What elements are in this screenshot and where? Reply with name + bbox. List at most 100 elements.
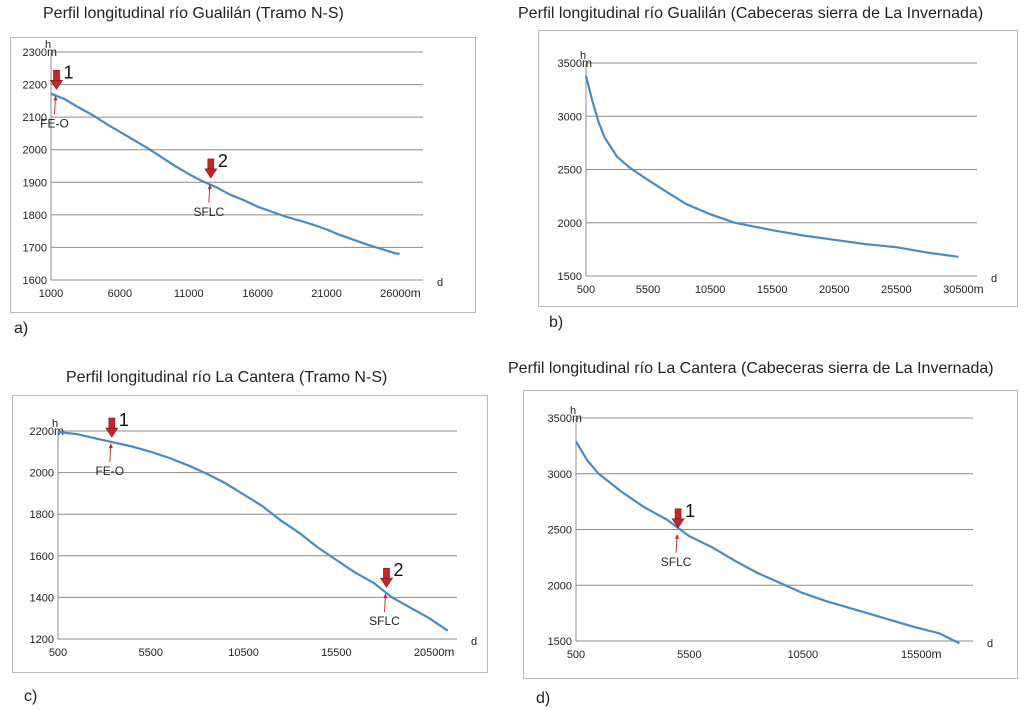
chart-c-y-axis-label: h (52, 418, 58, 430)
chart-d-y-unit: m (572, 411, 582, 425)
chart-d-y-tick-label: 2000 (548, 580, 572, 592)
chart-a-marker-arrow-head (204, 168, 218, 179)
chart-d-x-unit: m (932, 647, 942, 661)
chart-d-frame: 1500 2000 2500 3000 3500 m 500 5500 10500 15500 m h… (523, 390, 1018, 679)
chart-c-panel-label: c) (24, 688, 38, 705)
chart-c-x-tick-label: 15500 (321, 647, 352, 659)
chart-d-marker-number: 1 (685, 501, 695, 521)
chart-a-marker-label: SFLC (193, 205, 224, 219)
chart-a-y-tick-label: 2100 (23, 112, 47, 124)
chart-c-marker-number: 2 (393, 560, 403, 580)
chart-d-x-tick-label: 500 (567, 649, 585, 661)
chart-a-y-tick-label: 1700 (23, 242, 47, 254)
chart-d-x-tick-label: 10500 (788, 649, 819, 661)
chart-c-marker-number: 1 (119, 410, 129, 430)
chart-b-y-tick-label: 3500 (558, 58, 582, 70)
chart-a-series-line (50, 92, 400, 255)
chart-c-y-tick-label: 2200 (30, 426, 54, 438)
chart-a-x-axis-label: d (437, 277, 443, 289)
chart-c-y-tick-label: 1600 (30, 551, 54, 563)
chart-b-y-tick-label: 3000 (558, 111, 582, 123)
chart-a-marker-number: 1 (64, 62, 74, 82)
chart-b-series-line (584, 75, 959, 258)
chart-a-y-tick-label: 2300 (23, 47, 47, 59)
chart-d-marker-arrow-head (671, 518, 685, 529)
chart-b-x-tick-label: 10500 (695, 284, 726, 296)
chart-c-y-tick-label: 1400 (30, 592, 54, 604)
chart-d-marker-arrow-shaft (674, 508, 682, 521)
chart-c-y-tick-label: 1800 (30, 509, 54, 521)
chart-c-marker-2: 2 SFLC (369, 560, 403, 628)
chart-a-y-tick-label: 2200 (23, 80, 47, 92)
chart-a-x-tick-label: 16000 (242, 288, 273, 300)
chart-d-panel-label: d) (536, 690, 551, 707)
chart-a-x-tick-label: 1000 (39, 288, 63, 300)
chart-c-marker-arrow-head (105, 427, 119, 438)
chart-c-frame: 1200 1400 1600 1800 2000 2200 m 500 5500 10500 155… (12, 395, 488, 673)
chart-c-x-tick-label: 5500 (139, 647, 163, 659)
chart-b-x-unit: m (974, 282, 984, 296)
chart-b-y-tick-label: 2500 (558, 165, 582, 177)
chart-b-y-axis-label: h (580, 50, 586, 62)
chart-a-marker-label: FE-O (40, 116, 69, 130)
chart-c-y-tick-label: 2000 (30, 468, 54, 480)
chart-c-marker-1: 1 FE-O (95, 410, 128, 478)
chart-b-x-tick-label: 5500 (636, 284, 660, 296)
chart-b-title: Perfil longitudinal río Gualilán (Cabece… (518, 5, 984, 22)
chart-a-x-tick-label: 21000 (311, 288, 342, 300)
chart-d-x-axis-label: d (987, 638, 993, 650)
chart-c-marker-label: SFLC (369, 614, 400, 628)
chart-a-marker-arrow-head (49, 80, 64, 90)
chart-b-x-tick-label: 15500 (757, 284, 788, 296)
chart-b-frame: 1500 2000 2500 3000 3500 m 500 5500 10500 15500 20… (538, 30, 1018, 307)
chart-c-y-tick-label: 1200 (30, 634, 54, 646)
chart-a-y-tick-label: 1800 (23, 210, 47, 222)
chart-c-title: Perfil longitudinal río La Cantera (Tram… (66, 369, 388, 386)
chart-a-x-tick-label: 26000 (380, 288, 411, 300)
chart-a-frame: 1600 1700 1800 1900 2000 2100 2200 2300 m 1000 600… (10, 37, 476, 313)
chart-c-marker-arrow-head (379, 577, 394, 588)
chart-a-marker-2: 2 SFLC (193, 151, 227, 219)
chart-a-x-unit: m (411, 286, 421, 300)
chart-b-y-tick-label: 1500 (558, 271, 582, 283)
chart-c-marker-pointer-head (108, 443, 113, 449)
chart-b-panel-label: b) (549, 314, 564, 331)
chart-a-y-axis-label: h (45, 39, 51, 51)
chart-c-x-unit: m (444, 645, 454, 659)
chart-a-y-tick-label: 2000 (23, 145, 47, 157)
chart-d-marker-label: SFLC (661, 555, 692, 569)
chart-d-series-line (575, 440, 960, 645)
chart-b-x-axis-label: d (991, 273, 997, 285)
chart-c-x-axis-label: d (471, 636, 477, 648)
chart-a-marker-arrow-shaft (207, 158, 215, 171)
chart-c-marker-label: FE-O (95, 464, 124, 478)
chart-d-y-tick-label: 3000 (548, 469, 572, 481)
chart-b-x-tick-label: 20500 (819, 284, 850, 296)
chart-a-y-tick-label: 1600 (23, 275, 47, 287)
chart-d-x-tick-label: 15500 (901, 649, 932, 661)
chart-a-marker-number: 2 (218, 151, 228, 171)
chart-d-y-axis-label: h (570, 405, 576, 417)
chart-d-title: Perfil longitudinal río La Cantera (Cabe… (508, 360, 994, 377)
chart-b-y-unit: m (582, 56, 592, 70)
chart-b-x-tick-label: 30500 (943, 284, 974, 296)
chart-d-marker-1: 1 SFLC (661, 501, 695, 569)
chart-c-x-tick-label: 10500 (228, 647, 259, 659)
chart-a-marker-1: 1 FE-O (40, 62, 73, 130)
chart-c-marker-arrow-shaft (108, 417, 116, 430)
chart-c-x-tick-label: 500 (49, 647, 67, 659)
chart-b-x-tick-label: 25500 (881, 284, 912, 296)
chart-d-y-tick-label: 2500 (548, 525, 572, 537)
chart-b-x-tick-label: 500 (577, 284, 595, 296)
chart-c-x-tick-label: 20500 (414, 647, 445, 659)
chart-a-x-tick-label: 6000 (108, 288, 132, 300)
chart-c-marker-pointer-head (383, 593, 388, 599)
chart-d-x-tick-label: 5500 (677, 649, 701, 661)
chart-c: 1200 1400 1600 1800 2000 2200 m 500 5500 10500 155… (30, 410, 478, 659)
chart-d-y-tick-label: 3500 (548, 413, 572, 425)
chart-c-marker-arrow-shaft (383, 567, 390, 580)
chart-d-y-tick-label: 1500 (548, 636, 572, 648)
